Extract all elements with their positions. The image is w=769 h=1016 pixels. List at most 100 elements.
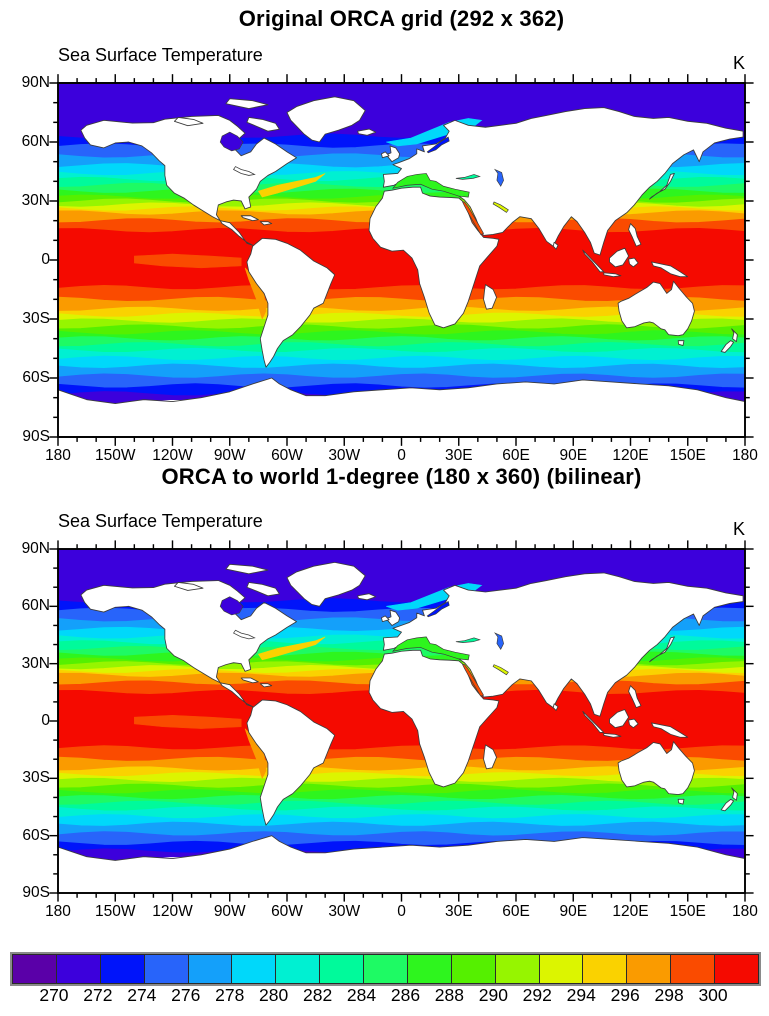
landmass-ellesmere-island [225, 98, 269, 110]
landmass-hispaniola [259, 683, 273, 688]
map2-lon-label-60E: 60E [502, 903, 530, 920]
landmass-north-america [80, 115, 297, 246]
colorbar-cell [363, 954, 408, 984]
map2-lon-label-120E: 120E [612, 903, 649, 920]
temperature-colorbar [10, 952, 761, 986]
sst-map-original-orca [49, 74, 754, 446]
panel2-title: ORCA to world 1-degree (180 x 360) (bili… [161, 464, 642, 489]
landmass-sumatra [582, 711, 605, 733]
landmass-greenland [286, 561, 366, 607]
landmass-java [603, 732, 622, 738]
landmass-sulawesi [628, 257, 639, 268]
map1-lat-label-90N: 90N [21, 74, 50, 91]
map1-lon-label-180: 180 [732, 447, 758, 464]
map2-lon-label-90E: 90E [559, 903, 588, 920]
panel1-variable-label: Sea Surface Temperature [58, 45, 263, 65]
equatorial-pacific-cold-tongue [134, 253, 242, 269]
colorbar-tick-label-276: 276 [171, 985, 201, 1005]
landmass-ireland [381, 615, 390, 623]
colorbar-tick-label-292: 292 [522, 985, 552, 1005]
map1-lon-label-90E: 90E [559, 447, 588, 464]
gulf-stream-warm-tongue [257, 636, 326, 661]
colorbar-tick-label-300: 300 [698, 985, 728, 1005]
mediterranean-sea [392, 636, 470, 661]
colorbar-cell [231, 954, 277, 984]
red-sea [462, 201, 485, 235]
landmass-baffin-island [246, 582, 280, 597]
map2-lon-label-90W: 90W [213, 903, 246, 920]
colorbar-tick-label-296: 296 [610, 985, 640, 1005]
landmass-eurasia [382, 107, 744, 256]
colorbar-tick-label-294: 294 [566, 985, 596, 1005]
colorbar-cell [538, 954, 584, 984]
panel2-units-label: K [732, 519, 745, 539]
caspian-sea [493, 168, 504, 187]
map1-lat-label-0: 0 [41, 251, 50, 268]
landmass-tasmania [677, 798, 685, 805]
colorbar-tick-label-272: 272 [83, 985, 113, 1005]
map2-lon-label-180: 180 [45, 903, 71, 920]
map1-lat-label-60S: 60S [22, 369, 50, 386]
map1-lon-label-30E: 30E [444, 447, 473, 464]
colorbar-cell [406, 954, 452, 984]
landmass-south-america [246, 699, 336, 826]
map2-lon-label-60W: 60W [271, 903, 303, 920]
landmass-africa [368, 186, 500, 329]
map1-lon-label-60E: 60E [502, 447, 530, 464]
map2-lat-label-60N: 60N [21, 597, 50, 615]
mediterranean-sea [392, 173, 470, 198]
map2-lon-label-120W: 120W [152, 903, 193, 920]
landmass-sri-lanka [552, 241, 559, 250]
landmass-ireland [381, 151, 390, 159]
colorbar-cell [187, 954, 233, 984]
colorbar-cell [494, 954, 540, 984]
landmass-borneo [609, 709, 630, 729]
landmass-philippines [628, 223, 642, 247]
map1-lon-label-120W: 120W [152, 447, 193, 464]
landmass-eurasia [382, 572, 744, 717]
landmass-north-america [80, 580, 297, 708]
map1-lon-label-60W: 60W [271, 447, 303, 464]
colorbar-cell [275, 954, 321, 984]
baltic-sea [426, 136, 450, 154]
baltic-sea [426, 601, 450, 618]
great-lakes-outline [233, 629, 256, 640]
colorbar-tick-label-298: 298 [654, 985, 684, 1005]
landmass-ellesmere-island [225, 563, 269, 575]
map2-lat-label-90S: 90S [22, 884, 50, 901]
colorbar-cell [450, 954, 496, 984]
landmass-antarctica [57, 835, 746, 894]
landmass-japan [649, 173, 675, 200]
map2-lat-label-90N: 90N [21, 540, 50, 557]
landmass-australia [617, 280, 695, 337]
panel1-title: Original ORCA grid (292 x 362) [238, 6, 565, 31]
great-lakes-outline [233, 166, 256, 176]
map1-lat-label-90S: 90S [22, 428, 50, 445]
map2-lon-label-150W: 150W [95, 903, 136, 920]
colorbar-tick-labels: 270 272 274 276 278 280 282 284 286 288 290 292 294 2… [10, 985, 757, 1009]
map2-lon-label-0: 0 [397, 903, 406, 920]
colorbar-tick-label-290: 290 [478, 985, 508, 1005]
landmass-sumatra [582, 249, 605, 273]
colorbar-tick-label-286: 286 [390, 985, 421, 1005]
black-sea [455, 174, 481, 180]
caspian-sea [493, 632, 504, 650]
landmass-sulawesi [628, 718, 639, 729]
colorbar-tick-label-288: 288 [434, 985, 465, 1005]
landmass-australia [617, 741, 695, 796]
hudson-bay [219, 131, 244, 152]
landmass-new-zealand-north [731, 328, 738, 343]
map2-lat-label-30N: 30N [21, 654, 50, 672]
red-sea [462, 664, 485, 697]
landmass-antarctica [57, 377, 746, 438]
landmass-new-zealand-north [731, 787, 738, 801]
landmass-baffin-island [246, 116, 280, 132]
black-sea [455, 637, 481, 643]
colorbar-cell [714, 954, 759, 984]
map1-lon-label-150E: 150E [669, 447, 706, 464]
map1-lon-label-30W: 30W [328, 447, 361, 464]
landmass-sri-lanka [552, 703, 559, 711]
landmass-madagascar [483, 744, 497, 770]
colorbar-tick-label-282: 282 [302, 985, 333, 1005]
